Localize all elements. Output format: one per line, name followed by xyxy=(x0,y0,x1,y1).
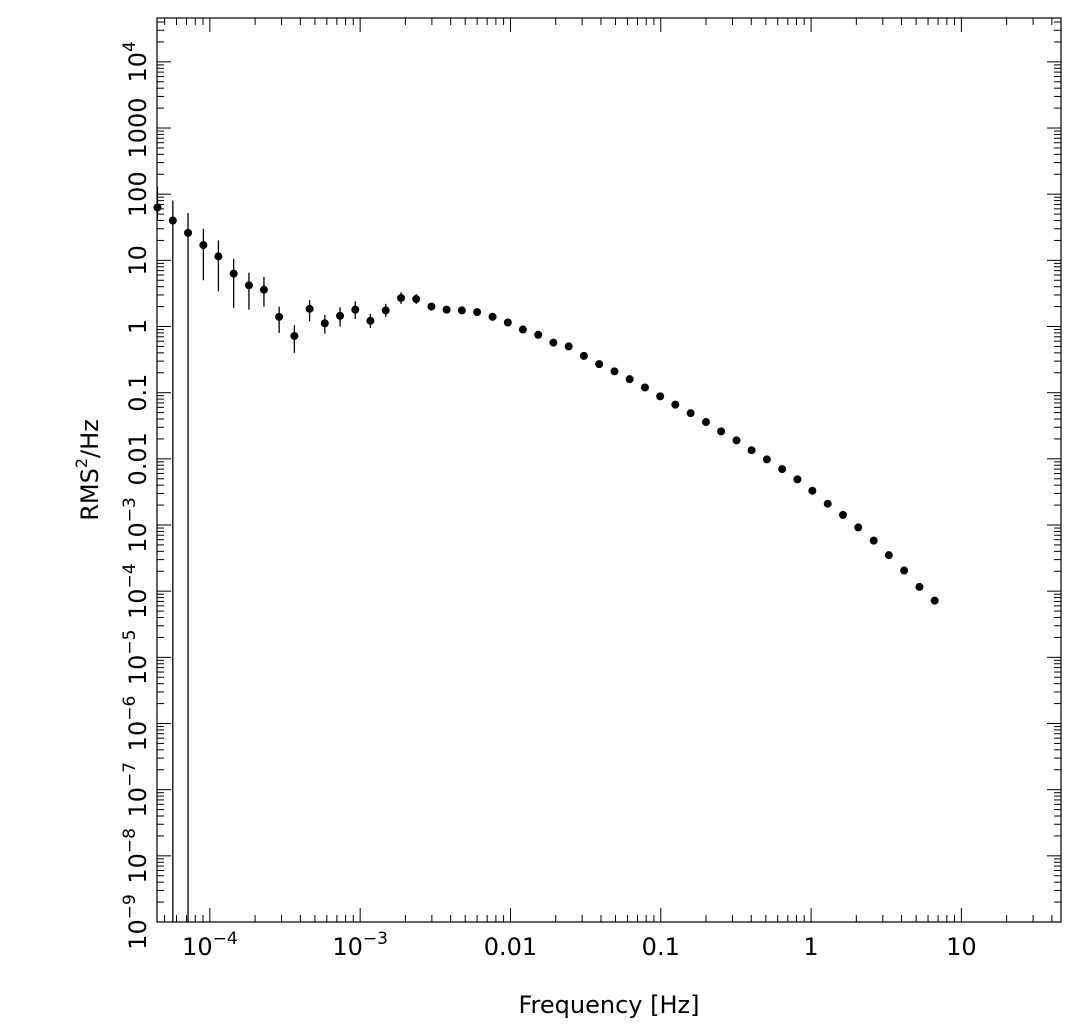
data-point xyxy=(351,305,360,314)
data-point xyxy=(625,375,634,384)
y-tick-label: 0.1 xyxy=(124,374,152,412)
x-tick-label: 0.1 xyxy=(642,933,680,961)
data-point xyxy=(473,308,482,317)
data-point xyxy=(305,304,314,313)
y-axis-title-rest: /Hz xyxy=(76,419,104,458)
y-tick-label: 0.01 xyxy=(124,432,152,485)
data-point xyxy=(671,400,680,409)
x-tick-label: 10−3 xyxy=(332,929,388,961)
data-point xyxy=(290,331,299,340)
data-point xyxy=(717,427,726,436)
data-point xyxy=(915,582,924,591)
data-point xyxy=(686,409,695,418)
data-point xyxy=(244,281,253,290)
y-tick-label: 10−3 xyxy=(120,497,152,553)
data-point xyxy=(229,269,238,278)
data-point xyxy=(275,312,284,321)
data-point xyxy=(579,351,588,360)
data-point xyxy=(366,316,375,325)
y-tick-label: 1 xyxy=(124,319,152,334)
y-tick-label: 10−5 xyxy=(120,630,152,686)
data-point xyxy=(884,551,893,560)
plot-frame xyxy=(156,17,1062,923)
data-point xyxy=(930,596,939,605)
y-tick-label: 100 xyxy=(124,171,152,217)
data-point xyxy=(610,367,619,376)
data-point xyxy=(442,305,451,314)
x-tick-label: 0.01 xyxy=(484,933,537,961)
data-point xyxy=(869,536,878,545)
data-point xyxy=(564,342,573,351)
data-point xyxy=(168,216,177,225)
data-point xyxy=(838,510,847,519)
data-point xyxy=(778,465,787,474)
data-point xyxy=(457,306,466,315)
x-axis-title: Frequency [Hz] xyxy=(519,991,700,1019)
y-axis-title: RMS2/Hz xyxy=(72,419,104,521)
data-point xyxy=(503,318,512,327)
y-tick-label: 10−9 xyxy=(120,894,152,950)
data-point xyxy=(381,306,390,315)
x-tick-label: 1 xyxy=(803,933,818,961)
y-tick-label: 10−8 xyxy=(120,828,152,884)
data-point xyxy=(534,330,543,339)
ticks-layer xyxy=(157,18,1061,923)
x-tick-label: 10 xyxy=(946,933,977,961)
y-axis-title-exp: 2 xyxy=(72,458,91,468)
data-point xyxy=(595,360,604,369)
x-tick-label: 10−4 xyxy=(182,929,238,961)
y-tick-label: 10−6 xyxy=(120,696,152,752)
data-point xyxy=(900,566,909,575)
y-tick-label: 1000 xyxy=(124,97,152,158)
y-axis-title-base: RMS xyxy=(76,468,104,521)
y-tick-labels: 10−9 10−8 10−7 10−6 10−5 10−4 10−3 0.01 0.1 1 10 10… xyxy=(120,41,152,950)
data-point xyxy=(320,319,329,328)
data-point xyxy=(808,486,817,495)
data-point xyxy=(762,455,771,464)
data-point xyxy=(702,418,711,427)
data-point xyxy=(397,293,406,302)
data-point xyxy=(549,338,558,347)
data-point xyxy=(199,241,208,250)
y-tick-label: 10 xyxy=(124,245,152,276)
data-point xyxy=(656,392,665,401)
data-point xyxy=(640,383,649,392)
y-tick-label: 104 xyxy=(120,41,152,82)
x-tick-labels: 10−4 10−3 0.01 0.1 1 10 xyxy=(182,929,977,961)
data-point xyxy=(793,475,802,484)
data-point xyxy=(184,228,193,237)
points-layer xyxy=(153,203,939,605)
data-point xyxy=(214,252,223,261)
data-point xyxy=(518,325,527,334)
data-point xyxy=(336,311,345,320)
data-point xyxy=(488,312,497,321)
data-point xyxy=(412,295,421,304)
data-point xyxy=(732,436,741,445)
y-tick-label: 10−7 xyxy=(120,762,152,818)
data-point xyxy=(259,285,268,294)
data-point xyxy=(427,302,436,311)
data-point xyxy=(747,446,756,455)
y-tick-label: 10−4 xyxy=(120,563,152,619)
data-point xyxy=(854,523,863,532)
errorbar-layer xyxy=(156,186,433,922)
data-point xyxy=(823,499,832,508)
